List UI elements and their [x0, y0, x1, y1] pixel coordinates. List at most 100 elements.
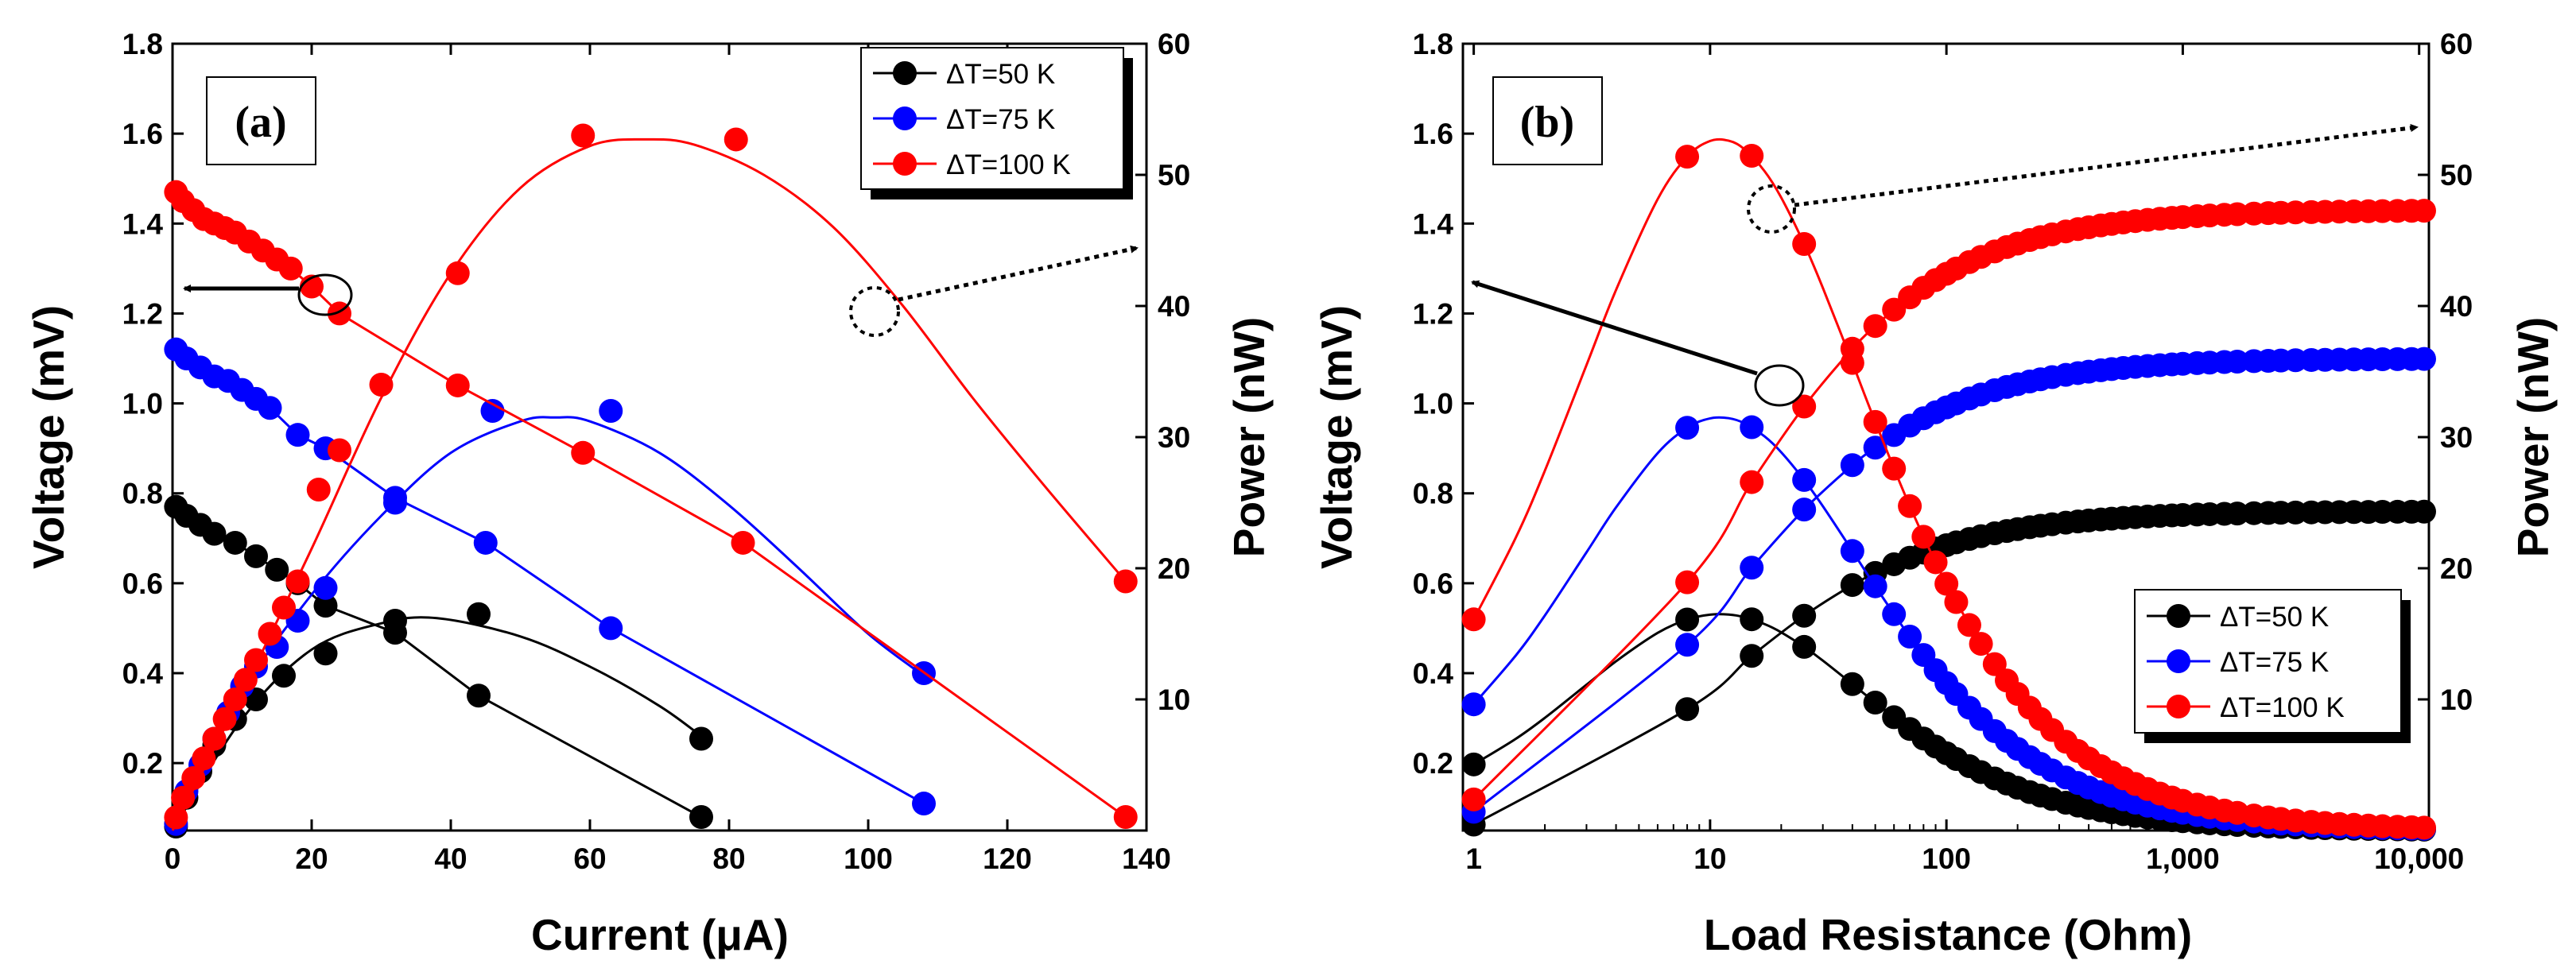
voltage-point [2225, 501, 2249, 526]
x-tick-label: 100 [844, 842, 893, 875]
voltage-point [571, 440, 596, 465]
legend-label: ΔT=100 K [946, 149, 1071, 180]
voltage-point [1792, 603, 1817, 628]
y-tick-label-left: 0.4 [122, 657, 164, 690]
power-point [1675, 416, 1700, 440]
power-point [1882, 456, 1907, 481]
y-tick-label-right: 10 [2440, 683, 2473, 716]
power-point [1863, 409, 1887, 434]
panel-b-chart: 1 10 100 1,000 10,000 0.2 0.4 0.6 0.8 1.0 1.2 1.4 1.… [1312, 28, 2558, 959]
power-axis-arrow [898, 245, 1139, 302]
y-axis-title-left: Voltage (mV) [1312, 305, 1361, 569]
power-point [1863, 691, 1887, 715]
voltage-point [2411, 347, 2436, 371]
power-point [306, 478, 331, 501]
panel-a-chart: 0 20 40 60 80 100 120 140 0.2 0.4 0.6 0.8 1.0 1.2 1.4 1… [24, 28, 1274, 959]
x-tick-label: 120 [983, 842, 1032, 875]
y-tick-label-right: 30 [1158, 421, 1190, 454]
power-point [272, 664, 296, 688]
voltage-point [2225, 202, 2249, 227]
power-point [1461, 607, 1486, 632]
voltage-point [1840, 453, 1864, 478]
y-tick-label-right: 20 [2440, 552, 2473, 585]
y-tick-label-left: 0.6 [1413, 567, 1453, 600]
power-point [202, 726, 227, 751]
panel-label-box [1492, 76, 1603, 165]
power-point [1969, 632, 1993, 656]
power-point [1792, 467, 1817, 492]
y-tick-label-right: 40 [2440, 290, 2473, 323]
voltage-point [1113, 805, 1138, 830]
power-point [258, 622, 282, 646]
legend-marker [893, 152, 917, 176]
power-point [328, 438, 351, 463]
x-tick-label: 10 [1693, 842, 1726, 875]
power-point [1675, 607, 1700, 632]
power-point [285, 569, 310, 594]
voltage-point [1675, 633, 1700, 657]
y-tick-label-left: 1.8 [122, 28, 163, 60]
power-point [181, 766, 206, 790]
y-tick-label-right: 30 [2440, 421, 2473, 454]
power-point [2411, 815, 2436, 840]
power-point [480, 399, 505, 423]
y-axis-title-right: Power (nW) [1224, 317, 1274, 557]
power-point [369, 373, 394, 397]
voltage-point [244, 544, 268, 568]
power-point [1113, 569, 1138, 594]
legend-label: ΔT=100 K [2220, 692, 2345, 723]
power-point [1792, 634, 1817, 659]
power-axis-arrow [1794, 124, 2419, 207]
y-tick-label-left: 1.0 [1413, 388, 1453, 420]
power-point [571, 123, 596, 148]
voltage-point [1740, 470, 1764, 494]
power-point [171, 785, 196, 810]
y-axis-title-right: Power (nW) [2508, 317, 2558, 557]
power-point [244, 648, 268, 672]
x-tick-label: 20 [295, 842, 328, 875]
voltage-point [1740, 556, 1764, 580]
power-point [467, 602, 491, 626]
x-tick-label: 10,000 [2374, 842, 2464, 875]
voltage-point [313, 594, 338, 618]
y-tick-label-right: 60 [1158, 28, 1190, 60]
voltage-point [1675, 697, 1700, 722]
legend-marker [893, 106, 917, 130]
panel-label-b: (b) [1520, 98, 1574, 147]
power-point [1944, 590, 1969, 614]
x-axis-title: Current (μA) [531, 910, 789, 959]
y-tick-label-right: 40 [1158, 290, 1190, 323]
voltage-axis-arrow [1471, 280, 1758, 376]
legend-marker [2167, 695, 2190, 718]
x-tick-label: 1 [1465, 842, 1482, 875]
power-point [445, 261, 470, 285]
power-point [1882, 602, 1907, 626]
legend-label: ΔT=75 K [2220, 647, 2329, 678]
voltage-point [599, 616, 623, 641]
y-tick-label-left: 1.4 [1413, 207, 1454, 240]
power-point [313, 575, 338, 600]
voltage-point [2411, 199, 2436, 223]
voltage-point [467, 683, 491, 708]
x-tick-label: 100 [1922, 842, 1971, 875]
power-point [1982, 652, 2007, 676]
y-tick-label-left: 0.8 [122, 478, 163, 510]
power-point [1461, 752, 1486, 776]
legend-label: ΔT=50 K [2220, 602, 2329, 633]
power-point [233, 668, 258, 692]
power-point [1923, 550, 1948, 575]
power-point [599, 399, 623, 423]
power-point [1792, 231, 1817, 256]
voltage-point [473, 530, 498, 555]
legend-marker [2167, 604, 2190, 628]
y-tick-label-left: 0.2 [122, 747, 163, 780]
power-point [212, 707, 237, 731]
power-point [164, 805, 188, 830]
x-tick-label: 140 [1122, 842, 1171, 875]
voltage-point [1461, 787, 1486, 811]
power-point [1911, 525, 1936, 549]
power-fit-line [171, 137, 1127, 831]
power-point [1898, 625, 1922, 649]
power-point [1840, 672, 1864, 696]
